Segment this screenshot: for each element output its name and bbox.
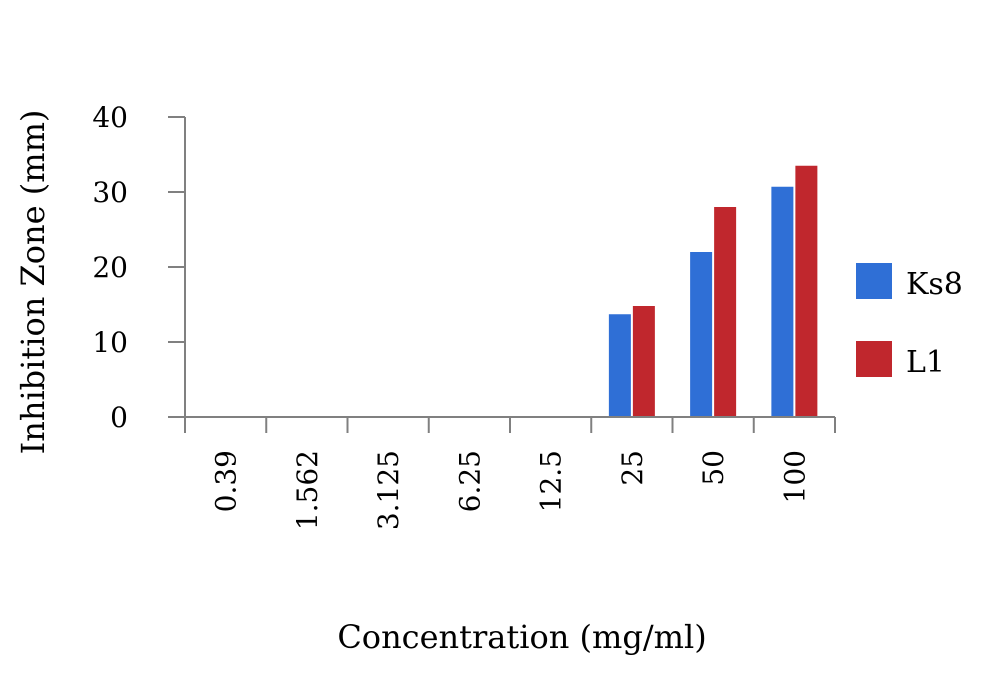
bar-ks8-100 — [771, 186, 794, 417]
bar-l1-100 — [795, 165, 818, 417]
legend-swatch — [856, 341, 892, 377]
y-tick-label: 20 — [92, 251, 128, 284]
x-tick-label: 0.39 — [210, 450, 243, 512]
x-axis-ticks: 0.39 1.562 3.125 6.25 12.5 25 50 100 — [184, 417, 836, 530]
x-tick-label: 100 — [778, 450, 811, 503]
legend-label: Ks8 — [906, 267, 963, 302]
legend: Ks8 L1 — [856, 263, 963, 380]
bars — [608, 165, 818, 417]
x-tick-label: 25 — [616, 450, 649, 486]
x-tick-label: 3.125 — [372, 450, 405, 530]
y-tick-label: 10 — [92, 326, 128, 359]
y-tick-label: 0 — [110, 401, 128, 434]
x-axis-title: Concentration (mg/ml) — [337, 618, 706, 656]
legend-label: L1 — [906, 345, 945, 380]
bar-l1-25 — [632, 306, 655, 417]
x-tick-label: 6.25 — [453, 450, 486, 512]
bar-ks8-50 — [690, 252, 713, 417]
y-axis-title: Inhibition Zone (mm) — [14, 110, 52, 455]
y-tick-label: 40 — [92, 101, 128, 134]
x-tick-label: 12.5 — [535, 450, 568, 512]
x-tick-label: 50 — [697, 450, 730, 486]
bar-l1-50 — [714, 207, 737, 417]
y-tick-label: 30 — [92, 176, 128, 209]
x-tick-label: 1.562 — [291, 450, 324, 530]
y-axis-ticks: 0 10 20 30 40 — [92, 101, 185, 434]
legend-swatch — [856, 263, 892, 299]
bar-ks8-25 — [608, 314, 631, 417]
